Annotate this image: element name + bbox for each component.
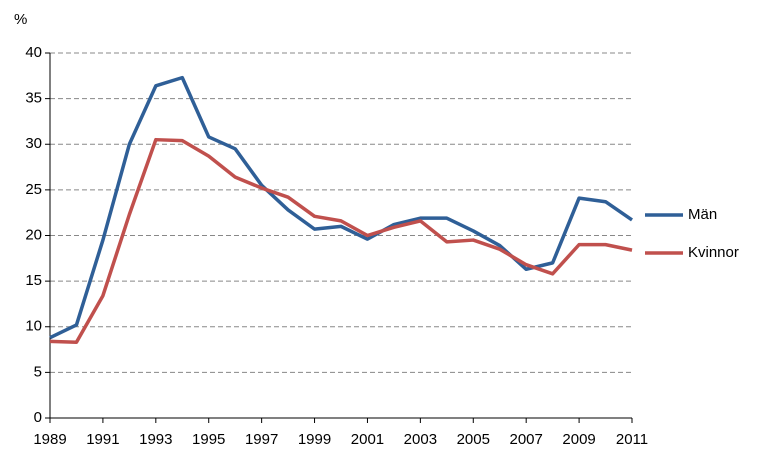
- y-axis-label: %: [14, 11, 27, 28]
- x-tick-label: 2011: [616, 431, 648, 448]
- y-tick-label: 10: [25, 318, 42, 335]
- x-tick-label: 1989: [33, 431, 66, 448]
- x-tick-label: 2001: [351, 431, 384, 448]
- x-tick-label: 1997: [245, 431, 278, 448]
- x-tick-label: 1995: [192, 431, 225, 448]
- y-tick-label: 0: [34, 409, 42, 426]
- x-tick-label: 2005: [457, 431, 490, 448]
- legend-label: Kvinnor: [688, 244, 739, 261]
- legend-label: Män: [688, 206, 717, 223]
- line-series: [49, 75, 633, 340]
- x-tick-label: 2007: [509, 431, 542, 448]
- y-tick-label: 20: [25, 226, 42, 243]
- x-tick-label: 1991: [86, 431, 119, 448]
- y-tick-label: 40: [25, 44, 42, 61]
- x-tick-label: 1993: [139, 431, 172, 448]
- y-tick-label: 15: [25, 272, 42, 289]
- x-tick-label: 2003: [404, 431, 437, 448]
- x-tick-label: 2009: [562, 431, 595, 448]
- x-tick-label: 1999: [298, 431, 331, 448]
- y-tick-label: 35: [25, 90, 42, 107]
- y-tick-label: 30: [25, 135, 42, 152]
- y-tick-label: 25: [25, 181, 42, 198]
- line-series: [49, 137, 633, 345]
- y-tick-label: 5: [34, 363, 42, 380]
